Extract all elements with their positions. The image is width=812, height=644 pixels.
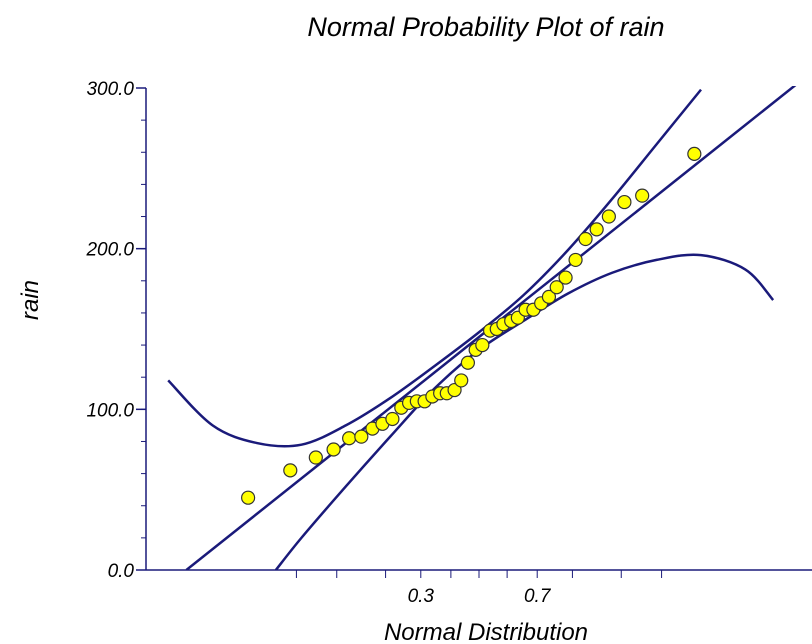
data-point	[326, 442, 341, 457]
upper-confidence-curve	[167, 88, 702, 448]
data-point	[541, 289, 557, 304]
data-point	[617, 194, 632, 210]
data-point	[475, 337, 490, 353]
data-point	[589, 222, 604, 237]
x-axis-label: Normal Distribution	[384, 619, 588, 644]
data-point	[241, 490, 256, 505]
data-point	[568, 252, 583, 268]
x-tick-label: 0.7	[524, 586, 552, 607]
y-tick-label: 0.0	[108, 561, 135, 582]
data-point	[354, 429, 369, 444]
y-axis-label: rain	[17, 280, 44, 320]
confidence-band	[167, 88, 775, 570]
data-point	[578, 231, 593, 247]
data-point	[308, 450, 323, 465]
data-point	[687, 146, 702, 161]
data-point	[454, 373, 469, 388]
data-point	[342, 431, 357, 446]
data-point	[549, 280, 564, 295]
data-points	[241, 146, 702, 505]
data-point	[447, 382, 462, 398]
data-point	[283, 463, 298, 478]
y-tick-label: 100.0	[86, 400, 134, 421]
data-point	[460, 355, 475, 370]
data-point	[635, 188, 650, 203]
data-point	[385, 411, 400, 427]
data-point	[601, 209, 616, 224]
chart-title: Normal Probability Plot of rain	[307, 12, 664, 42]
y-tick-label: 300.0	[86, 79, 134, 100]
x-tick-label: 0.3	[408, 586, 435, 607]
axes: 0.0 100.0 200.0 300.0 0.3 0.7	[85, 79, 812, 607]
y-tick-label: 200.0	[85, 240, 134, 261]
data-point	[558, 270, 573, 285]
